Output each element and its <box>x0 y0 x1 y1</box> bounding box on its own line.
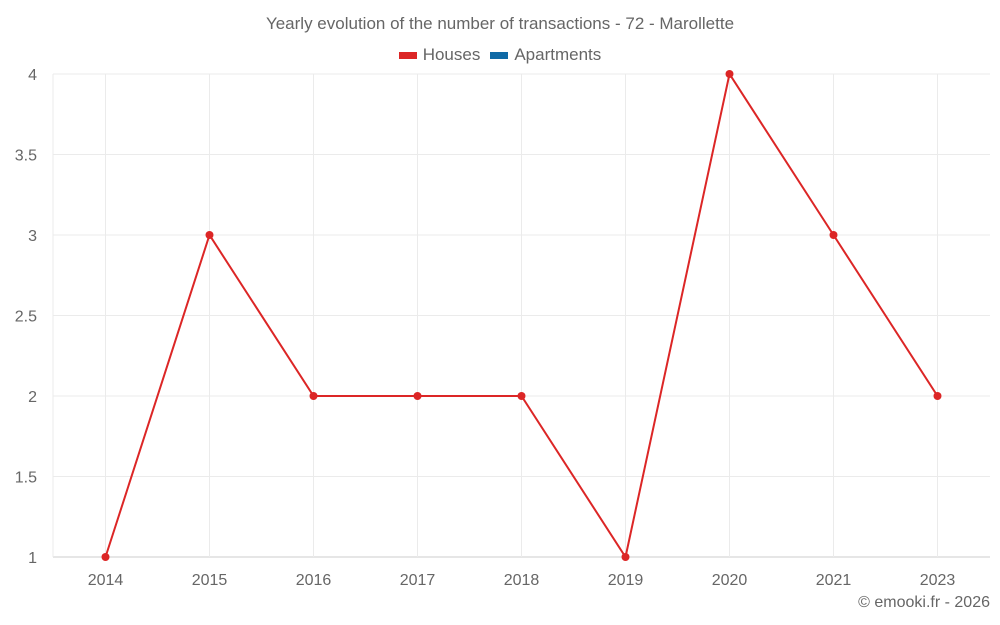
y-tick-label: 1.5 <box>15 470 37 487</box>
y-tick-label: 2 <box>28 389 37 406</box>
data-point <box>517 392 526 400</box>
data-point <box>205 231 214 239</box>
data-point <box>309 392 318 400</box>
y-tick-label: 1 <box>28 550 37 567</box>
chart-title: Yearly evolution of the number of transa… <box>265 14 735 33</box>
legend-swatch-houses <box>398 51 417 59</box>
legend-label-houses: Houses <box>422 45 481 64</box>
legend: Houses Apartments <box>0 45 1000 65</box>
y-tick-label: 3 <box>28 228 37 245</box>
legend-label-apartments: Apartments <box>514 45 602 64</box>
legend-item-apartments[interactable]: Apartments <box>490 45 601 65</box>
y-tick-label: 2.5 <box>15 309 37 326</box>
data-point <box>933 392 942 400</box>
x-tick-label: 2014 <box>88 572 124 589</box>
x-tick-label: 2019 <box>608 572 644 589</box>
data-point <box>829 231 838 239</box>
y-tick-label: 4 <box>28 67 37 84</box>
x-tick-label: 2015 <box>192 572 228 589</box>
x-tick-label: 2020 <box>712 572 748 589</box>
data-point <box>621 553 630 561</box>
data-point <box>413 392 422 400</box>
y-tick-label: 3.5 <box>15 148 37 165</box>
x-tick-label: 2018 <box>504 572 540 589</box>
copyright-credit: © emooki.fr - 2026 <box>858 594 990 611</box>
data-point <box>725 70 734 78</box>
x-tick-label: 2021 <box>816 572 852 589</box>
legend-swatch-apartments <box>490 51 509 59</box>
x-tick-label: 2016 <box>296 572 332 589</box>
x-tick-label: 2023 <box>920 572 956 589</box>
x-tick-label: 2017 <box>400 572 436 589</box>
data-point <box>101 553 110 561</box>
legend-item-houses[interactable]: Houses <box>398 45 481 65</box>
